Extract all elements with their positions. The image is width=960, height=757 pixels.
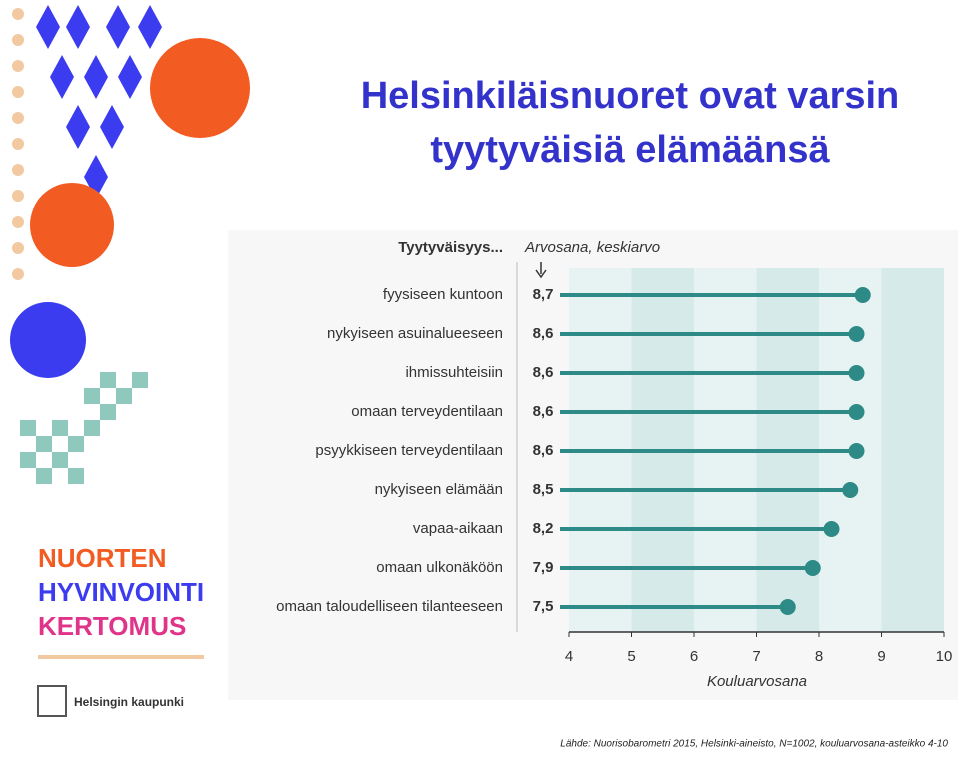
dot	[779, 599, 796, 615]
dot	[848, 443, 865, 459]
category-label: psyykkiseen terveydentilaan	[315, 442, 503, 459]
dot	[848, 326, 865, 342]
x-tick-label: 9	[877, 648, 885, 665]
value-label: 8,6	[533, 442, 554, 459]
category-label: nykyiseen asuinalueeseen	[327, 325, 503, 342]
city-name: Helsingin kaupunki	[74, 695, 184, 709]
x-axis-label: Kouluarvosana	[707, 673, 807, 690]
value-header: Arvosana, keskiarvo	[524, 239, 660, 256]
value-label: 8,6	[533, 403, 554, 420]
x-tick-label: 5	[627, 648, 635, 665]
category-label: vapaa-aikaan	[413, 520, 503, 537]
x-tick-label: 6	[690, 648, 698, 665]
dot	[848, 404, 865, 420]
arrow	[535, 262, 547, 279]
value-label: 8,5	[533, 481, 554, 498]
category-label: omaan terveydentilaan	[351, 403, 503, 420]
dot	[854, 287, 871, 303]
source: Lähde: Nuorisobarometri 2015, Helsinki-a…	[560, 739, 948, 750]
category-label: nykyiseen elämään	[375, 481, 503, 498]
value-label: 8,2	[533, 520, 554, 537]
header: Tyytyväisyys...	[398, 239, 503, 256]
band	[881, 268, 944, 632]
category-label: fyysiseen kuntoon	[383, 286, 503, 303]
x-tick-label: 4	[565, 648, 573, 665]
value-label: 7,5	[533, 598, 554, 615]
category-label: omaan taloudelliseen tilanteeseen	[276, 598, 503, 615]
value-label: 8,6	[533, 364, 554, 381]
dot	[823, 521, 840, 537]
x-tick-label: 8	[815, 648, 823, 665]
x-tick-label: 10	[936, 648, 953, 665]
title: Helsinkiläisnuoret ovat varsin	[361, 75, 900, 117]
decoration	[10, 5, 250, 717]
logo-text: NUORTEN	[38, 543, 167, 573]
title: tyytyväisiä elämäänsä	[430, 129, 830, 171]
logo-text: KERTOMUS	[38, 611, 186, 641]
dot	[804, 560, 821, 576]
dot	[848, 365, 865, 381]
value-label: 8,6	[533, 325, 554, 342]
category-label: omaan ulkonäköön	[376, 559, 503, 576]
chart: 4 5 6 7 8 9 10 Kouluarvosana Tyytyväisyys... Arvo…	[276, 239, 952, 690]
x-tick-label: 7	[752, 648, 760, 665]
dot	[842, 482, 859, 498]
value-label: 7,9	[533, 559, 554, 576]
category-label: ihmissuhteisiin	[405, 364, 503, 381]
logo-text: HYVINVOINTI	[38, 577, 204, 607]
value-label: 8,7	[533, 286, 554, 303]
